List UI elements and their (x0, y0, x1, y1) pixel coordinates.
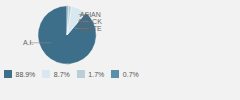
html-text:1.7%: 1.7% (88, 70, 105, 78)
svg-text:A.I.: A.I. (23, 39, 34, 46)
html-text:88.9%: 88.9% (15, 70, 36, 78)
svg-text:BLACK: BLACK (79, 18, 102, 25)
svg-text:ASIAN: ASIAN (80, 11, 101, 18)
svg-text:WHITE: WHITE (79, 25, 102, 32)
html-text:8.7%: 8.7% (53, 70, 70, 78)
html-text:0.7%: 0.7% (122, 70, 139, 78)
